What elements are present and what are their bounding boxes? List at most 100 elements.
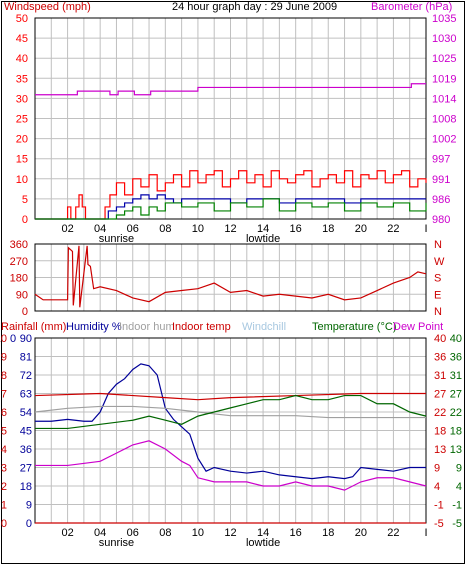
barometer-tick-label: 991 [432,174,450,186]
temperature-tick-label-outer: 31 [450,370,462,382]
humidity-tick-label: 81 [20,352,32,364]
barometer-tick-label: 986 [432,194,450,206]
windspeed-tick-label: 50 [16,13,28,25]
wind-panel-lowtide-label: lowtide [246,233,280,245]
rainfall-tick-label: 6 [1,407,7,419]
temp-panel-x-tick-label: 04 [94,527,106,539]
temperature-tick-label-outer: 40 [450,333,462,345]
temperature-tick-label-inner: 4 [434,481,440,493]
temp-panel-x-end-label: I [424,527,427,539]
rainfall-tick-label: 8 [1,370,7,382]
rainfall-tick-label: 9 [1,352,7,364]
direction-panel-border [34,243,427,312]
windspeed-tick-label: 30 [16,93,28,105]
direction-tick-label: 0 [22,306,28,318]
compass-tick-label: N [434,306,442,318]
rainfall-tick-label: 0 [1,518,7,530]
humidity-tick-label: 54 [20,407,32,419]
legend-indoor-hum: Indoor hum [119,321,175,333]
temp-panel-x-tick-label: 08 [159,527,171,539]
barometer-tick-label: 1030 [432,33,456,45]
humidity-tick-label: 0 [26,518,32,530]
compass-tick-label: E [434,289,441,301]
windspeed-tick-label: 20 [16,134,28,146]
dew-point-line [35,440,427,491]
wind-panel-x-tick-label: 10 [192,223,204,235]
temperature-line [35,394,427,430]
temp-panel-x-tick-label: 12 [224,527,236,539]
humidity-tick-label: 45 [20,426,32,438]
temperature-tick-label-outer: 22 [450,407,462,419]
wind-direction-line [34,245,427,308]
temp-panel-sunrise-label: sunrise [99,537,134,549]
compass-tick-label: N [434,239,442,251]
barometer-tick-label: 997 [432,154,450,166]
barometer-line [35,83,426,96]
windspeed-tick-label: 45 [16,33,28,45]
rainfall-tick-label: 10 [0,333,7,345]
rainfall-tick-label: 2 [1,481,7,493]
wind-panel-x-tick-label: 20 [355,223,367,235]
temperature-tick-label-outer: 36 [450,352,462,364]
legend-dew-point: Dew Point [393,321,443,333]
wind-average-line [35,198,427,220]
temperature-tick-label-inner: 13 [434,444,446,456]
barometer-tick-label: 1019 [432,73,456,85]
temp-panel-x-tick-label: 06 [127,527,139,539]
windspeed-tick-label: 10 [16,174,28,186]
rainfall-tick-label: 3 [1,463,7,475]
humidity-tick-label: 63 [20,389,32,401]
temperature-tick-label-inner: -1 [434,500,444,512]
humidity-line [35,363,426,480]
legend-temperature: Temperature (°C) [312,321,396,333]
temp-panel-x-tick-label: 14 [257,527,269,539]
wind-panel-x-tick-label: 16 [290,223,302,235]
wind-panel-sunrise-label: sunrise [99,233,134,245]
windspeed-tick-label: 25 [16,114,28,126]
direction-tick-label: 270 [10,256,28,268]
wind-gust-line [35,194,426,220]
windspeed-tick-label: 35 [16,73,28,85]
rainfall-tick-label: 4 [1,444,7,456]
humidity-tick-label: 36 [20,444,32,456]
temperature-tick-label-inner: 40 [434,333,446,345]
temp-panel-lowtide-label: lowtide [246,537,280,549]
indoor-temp-line [34,392,426,401]
wind-panel-x-tick-label: 06 [127,223,139,235]
barometer-tick-label: 1008 [432,114,456,126]
wind-panel-x-tick-label: 18 [322,223,334,235]
compass-tick-label: W [434,256,445,268]
chart-title: 24 hour graph day : 29 June 2009 [172,1,337,13]
barometer-tick-label: 1014 [432,93,456,105]
temperature-tick-label-outer: 4 [456,481,462,493]
legend-humidity: Humidity % [66,321,122,333]
humidity-tick-label: 9 [26,500,32,512]
temp-panel-x-tick-label: 18 [322,527,334,539]
temp-panel-x-tick-label: 20 [355,527,367,539]
temperature-tick-label-inner: 36 [434,352,446,364]
barometer-tick-label: 1002 [432,134,456,146]
temperature-tick-label-outer: -5 [452,518,462,530]
wind-panel-x-tick-label: 04 [94,223,106,235]
legend-indoor-temp: Indoor temp [172,321,231,333]
wind-panel-x-end-label: I [424,223,427,235]
temperature-tick-label-inner: 31 [434,370,446,382]
windspeed-tick-label: 40 [16,53,28,65]
humidity-tick-label: 18 [20,481,32,493]
rainfall-tick-label: 7 [1,389,7,401]
indoor-humidity-line [34,405,426,419]
compass-tick-label: S [434,273,441,285]
windspeed-tick-label: 15 [16,154,28,166]
wind-panel-x-tick-label: 14 [257,223,269,235]
windspeed-line [35,170,427,220]
wind-panel-x-tick-label: 02 [61,223,73,235]
temp-panel-x-tick-label: 22 [387,527,399,539]
temperature-tick-label-inner: 18 [434,426,446,438]
temperature-tick-label-inner: 27 [434,389,446,401]
temperature-tick-label-inner: 22 [434,407,446,419]
temperature-tick-label-inner: -5 [434,518,444,530]
windspeed-tick-label: 5 [22,194,28,206]
wind-panel-border [34,17,427,220]
temperature-tick-label-inner: 9 [434,463,440,475]
